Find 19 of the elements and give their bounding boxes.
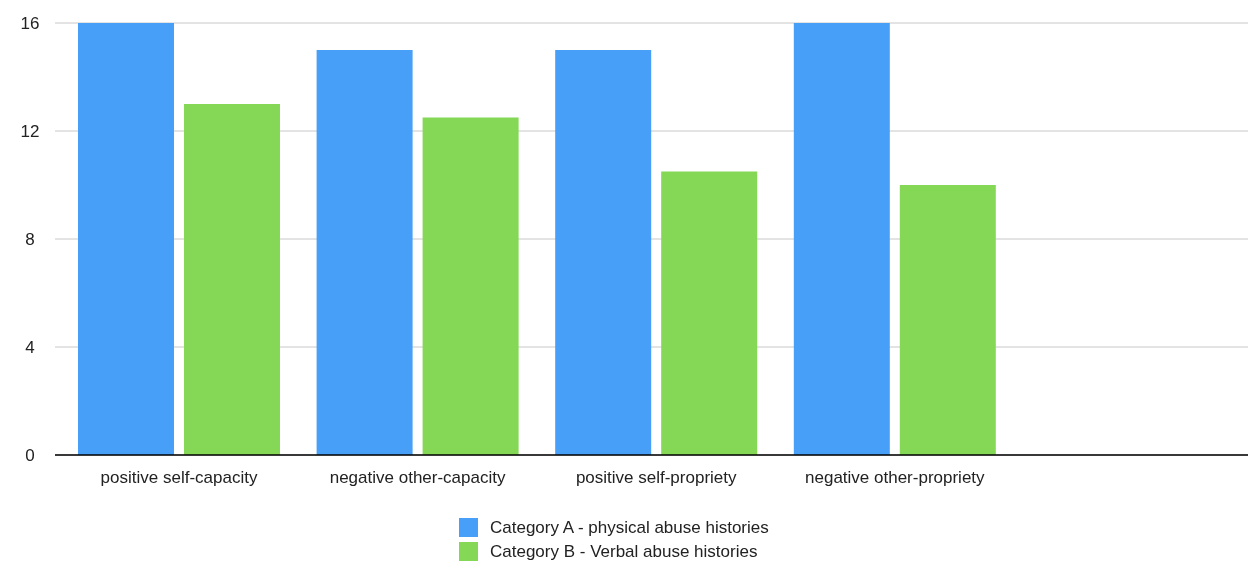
- x-tick-label: positive self-propriety: [575, 468, 738, 487]
- legend-label: Category B - Verbal abuse histories: [490, 541, 758, 561]
- y-tick-label: 4: [25, 337, 35, 357]
- bar: [78, 23, 174, 455]
- legend-label: Category A - physical abuse histories: [490, 517, 769, 537]
- x-tick-label: negative other-capacity: [329, 468, 506, 487]
- bar: [793, 23, 890, 455]
- bar: [555, 50, 652, 455]
- y-tick-label: 8: [25, 229, 35, 249]
- y-tick-label: 16: [20, 13, 40, 33]
- bar: [184, 104, 280, 455]
- bar: [316, 50, 413, 455]
- bar: [422, 117, 519, 455]
- bar: [899, 185, 996, 455]
- y-tick-label: 12: [20, 121, 40, 141]
- x-tick-label: negative other-propriety: [805, 468, 986, 487]
- bar: [661, 171, 758, 455]
- y-tick-label: 0: [25, 445, 35, 465]
- x-tick-label: positive self-capacity: [100, 468, 258, 487]
